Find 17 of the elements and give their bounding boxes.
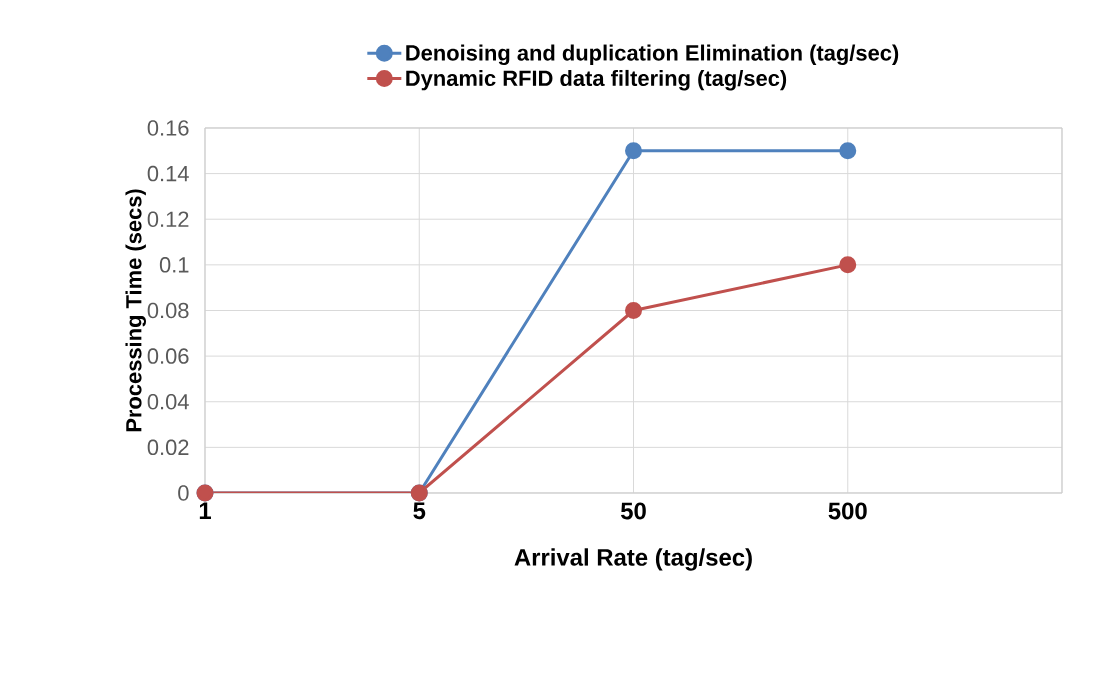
y-tick-label: 0.12 bbox=[147, 211, 189, 227]
x-tick-label: 50 bbox=[620, 502, 646, 520]
x-axis-title: Arrival Rate (tag/sec) bbox=[514, 548, 752, 571]
y-tick-label: 0.16 bbox=[147, 120, 189, 136]
y-tick-label: 0.14 bbox=[147, 165, 189, 182]
y-tick-label: 0.1 bbox=[159, 257, 189, 273]
x-tick-label: 500 bbox=[828, 502, 867, 520]
legend-label: Denoising and duplication Elimination (tag/sec) bbox=[406, 44, 899, 66]
y-tick-label: 0.08 bbox=[147, 302, 189, 319]
y-tick-label: 0 bbox=[178, 485, 189, 501]
y-tick-label: 0.06 bbox=[147, 348, 189, 364]
y-axis-title: Processing Time (secs) bbox=[125, 189, 146, 432]
y-tick-label: 0.04 bbox=[147, 393, 189, 410]
legend-label: Dynamic RFID data filtering (tag/sec) bbox=[406, 69, 787, 91]
x-tick-label: 5 bbox=[413, 502, 426, 520]
y-tick-label: 0.02 bbox=[147, 439, 189, 456]
x-tick-label: 1 bbox=[199, 502, 211, 519]
